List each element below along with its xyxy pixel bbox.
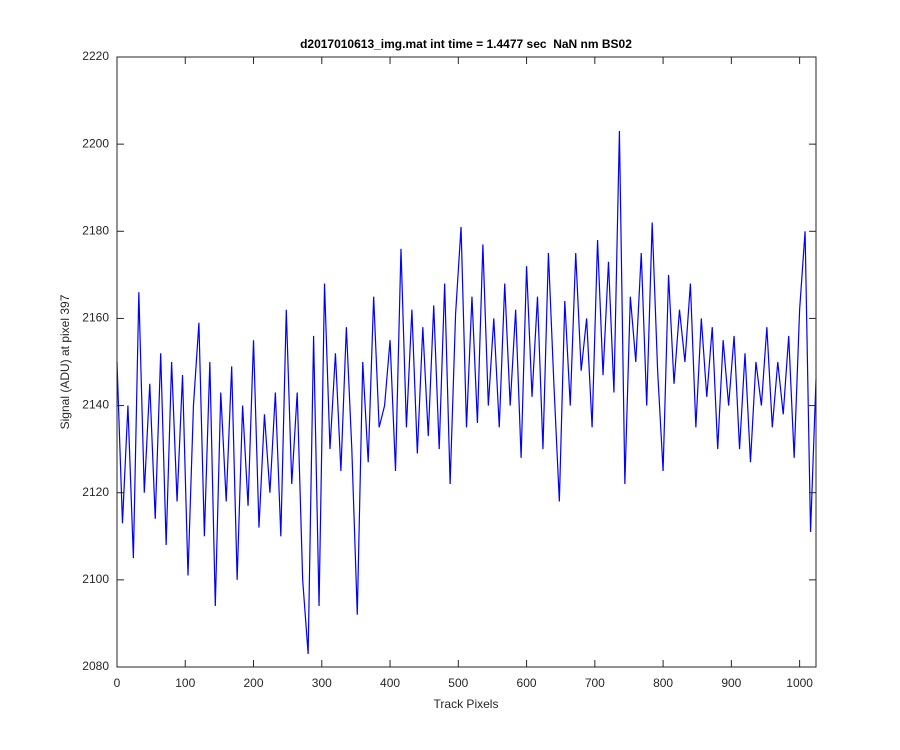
x-tick-label: 700 xyxy=(585,676,605,690)
x-tick-label: 1000 xyxy=(786,676,813,690)
y-tick-label: 2100 xyxy=(82,572,109,586)
y-tick-label: 2080 xyxy=(82,659,109,673)
x-tick-label: 800 xyxy=(653,676,673,690)
y-tick-label: 2180 xyxy=(82,223,109,237)
y-tick-label: 2160 xyxy=(82,311,109,325)
x-axis-label: Track Pixels xyxy=(434,697,499,711)
x-tick-label: 500 xyxy=(448,676,468,690)
x-tick-label: 100 xyxy=(175,676,195,690)
x-tick-label: 0 xyxy=(114,676,121,690)
y-axis-label: Signal (ADU) at pixel 397 xyxy=(58,294,72,429)
axes-box xyxy=(116,56,817,668)
x-tick-label: 600 xyxy=(517,676,537,690)
x-tick-label: 900 xyxy=(721,676,741,690)
y-tick-label: 2120 xyxy=(82,485,109,499)
y-tick-label: 2140 xyxy=(82,398,109,412)
chart-title: d2017010613_img.mat int time = 1.4477 se… xyxy=(300,37,632,51)
y-tick-label: 2200 xyxy=(82,136,109,150)
x-tick-label: 400 xyxy=(380,676,400,690)
data-line xyxy=(116,131,817,654)
x-tick-label: 300 xyxy=(312,676,332,690)
y-tick-label: 2220 xyxy=(82,49,109,63)
x-tick-label: 200 xyxy=(244,676,264,690)
